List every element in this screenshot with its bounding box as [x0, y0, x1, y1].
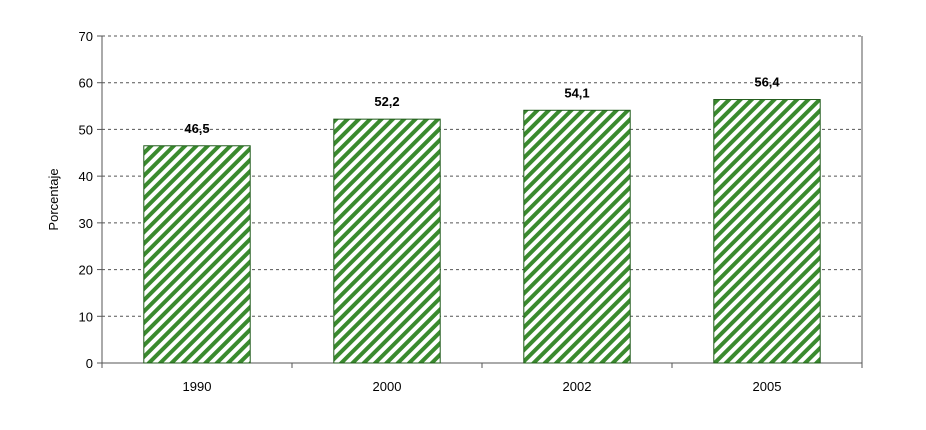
y-tick-label: 10 [79, 309, 93, 324]
bar-1990 [143, 145, 251, 364]
y-tick-label: 20 [79, 263, 93, 278]
x-tick-label: 2005 [753, 379, 782, 394]
y-tick-label: 50 [79, 122, 93, 137]
y-tick-label: 30 [79, 216, 93, 231]
data-label-2002: 54,1 [564, 85, 589, 100]
data-label-1990: 46,5 [184, 121, 209, 136]
x-tick-label: 2000 [373, 379, 402, 394]
bar-2002 [523, 109, 631, 364]
data-label-2000: 52,2 [374, 94, 399, 109]
x-tick-label: 2002 [563, 379, 592, 394]
labels: 0 10 20 30 40 50 60 70 1990 46,5 2000 52,2 2002 54,1 2… [79, 29, 782, 394]
bar-2000 [333, 118, 441, 364]
bar-2005 [713, 99, 821, 364]
y-tick-label: 60 [79, 76, 93, 91]
y-tick-label: 0 [86, 356, 93, 371]
bars [143, 99, 821, 364]
x-tick-label: 1990 [183, 379, 212, 394]
y-axis-title: Porcentaje [46, 168, 61, 230]
data-label-2005: 56,4 [754, 75, 780, 90]
y-tick-label: 40 [79, 169, 93, 184]
y-tick-label: 70 [79, 29, 93, 44]
